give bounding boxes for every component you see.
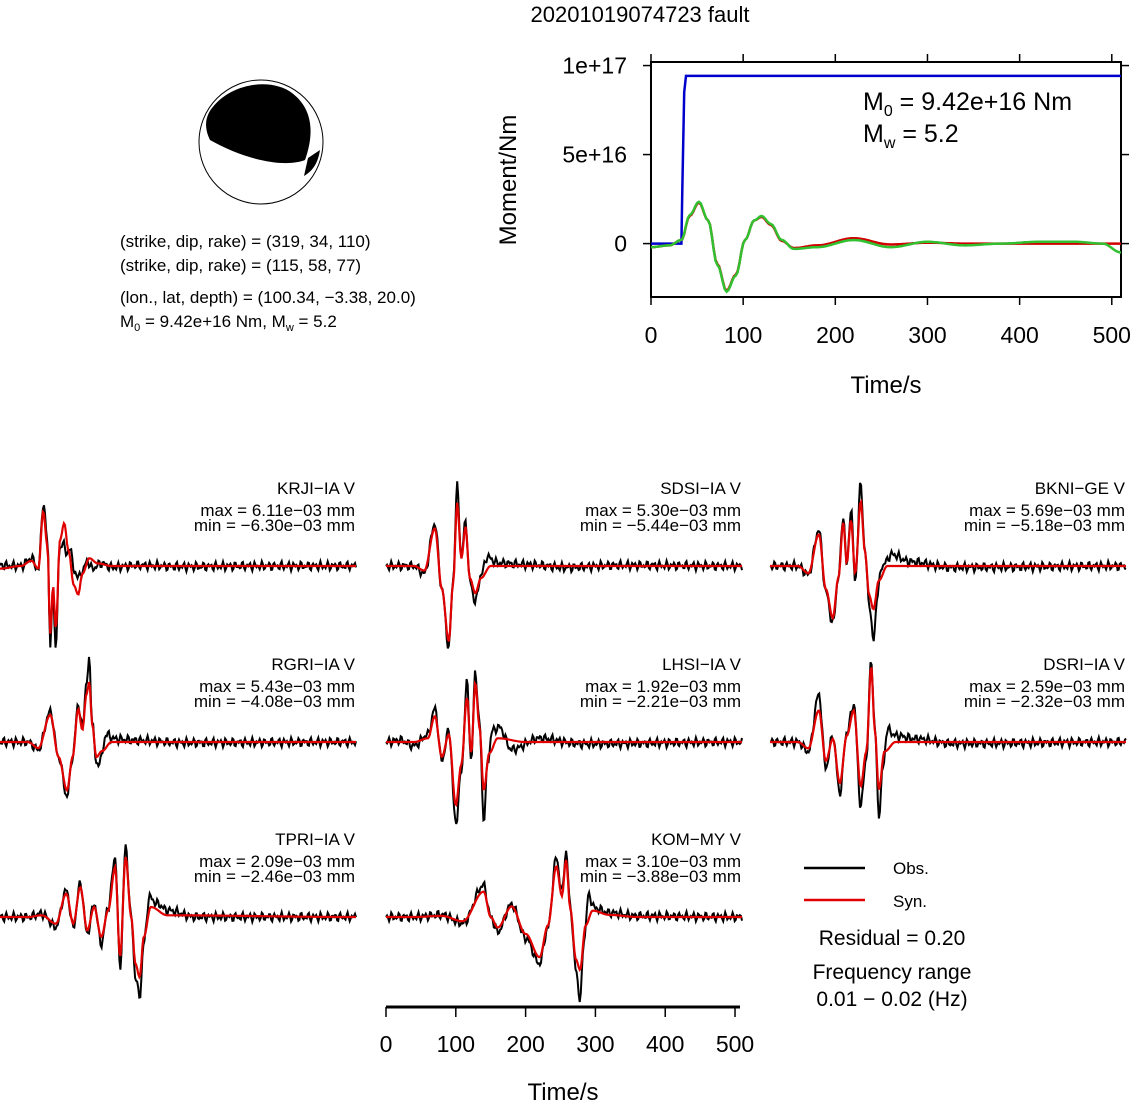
waveform-xtick-label: 100	[437, 1031, 475, 1057]
waveform-xlabel: Time/s	[527, 1079, 598, 1104]
waveform-time-axis: Time/s 0 100 200 300 400 500	[380, 1005, 754, 1104]
min-amplitude: min = −2.46e−03 mm	[194, 867, 355, 886]
station-label: DSRI−IA V	[1043, 655, 1125, 674]
moment-ytick-label: 1e+17	[562, 53, 627, 79]
moment-xtick-label: 0	[645, 322, 658, 348]
synthetic-trace	[770, 667, 1126, 790]
min-amplitude: min = −5.44e−03 mm	[580, 516, 741, 535]
station-label: TPRI−IA V	[275, 830, 355, 849]
max-amplitude: max = 1.92e−03 mm	[585, 677, 741, 696]
max-amplitude: max = 3.10e−03 mm	[585, 852, 741, 871]
min-amplitude: min = −2.21e−03 mm	[580, 692, 741, 711]
synthetic-trace	[386, 859, 742, 973]
station-label: RGRI−IA V	[271, 655, 355, 674]
moment-plot-frame	[650, 61, 1122, 298]
moment-xtick-label: 400	[1000, 322, 1038, 348]
max-amplitude: max = 5.43e−03 mm	[199, 677, 355, 696]
max-amplitude: max = 6.11e−03 mm	[200, 501, 355, 520]
moment-xlabel: Time/s	[850, 372, 921, 399]
moment-xtick-label: 300	[908, 322, 946, 348]
mw-annotation: Mw = 5.2	[863, 120, 959, 152]
stf-synthetic-line	[650, 200, 1122, 294]
waveform-xtick-label: 0	[380, 1031, 393, 1057]
max-amplitude: max = 5.30e−03 mm	[585, 501, 741, 520]
min-amplitude: min = −2.32e−03 mm	[964, 692, 1125, 711]
synthetic-trace	[0, 681, 356, 793]
waveform-xtick-label: 300	[576, 1031, 614, 1057]
min-amplitude: min = −4.08e−03 mm	[194, 692, 355, 711]
min-amplitude: min = −6.30e−03 mm	[194, 516, 355, 535]
max-amplitude: max = 2.09e−03 mm	[199, 852, 355, 871]
moment-ytick-label: 0	[614, 231, 627, 257]
legend-obs-label: Obs.	[893, 859, 929, 878]
synthetic-trace	[770, 498, 1126, 621]
nodal-plane-2: (strike, dip, rake) = (115, 58, 77)	[120, 256, 361, 275]
station-label: KRJI−IA V	[277, 479, 356, 498]
moment-rate-chart: 0 5e+16 1e+17 0 100 200 300 400 500 M0 = 9.42e+1…	[495, 53, 1131, 399]
synthetic-trace	[386, 502, 742, 642]
max-amplitude: max = 2.59e−03 mm	[969, 677, 1125, 696]
residual-label: Residual = 0.20	[819, 927, 966, 950]
moment-xtick-label: 200	[816, 322, 854, 348]
frequency-range-label: Frequency range	[813, 961, 972, 984]
station-label: KOM−MY V	[651, 830, 742, 849]
station-label: LHSI−IA V	[662, 655, 742, 674]
waveform-xtick-label: 200	[506, 1031, 544, 1057]
min-amplitude: min = −5.18e−03 mm	[964, 516, 1125, 535]
moment-xtick-label: 500	[1093, 322, 1131, 348]
waveform-xtick-label: 500	[716, 1031, 754, 1057]
station-label: SDSI−IA V	[660, 479, 741, 498]
legend-syn-label: Syn.	[893, 892, 927, 911]
synthetic-trace	[0, 856, 356, 980]
min-amplitude: min = −3.88e−03 mm	[580, 867, 741, 886]
max-amplitude: max = 5.69e−03 mm	[969, 501, 1125, 520]
waveform-xtick-label: 400	[646, 1031, 684, 1057]
nodal-plane-1: (strike, dip, rake) = (319, 34, 110)	[120, 232, 371, 251]
event-location: (lon., lat, depth) = (100.34, −3.38, 20.…	[120, 288, 416, 307]
synthetic-trace	[386, 679, 742, 808]
moment-ylabel: Moment/Nm	[495, 115, 522, 246]
page-title: 20201019074723 fault	[531, 2, 750, 27]
m0-annotation: M0 = 9.42e+16 Nm	[863, 88, 1072, 120]
beachball-icon	[198, 79, 324, 205]
moment-xtick-label: 100	[724, 322, 762, 348]
moment-ytick-label: 5e+16	[562, 142, 627, 168]
station-label: BKNI−GE V	[1035, 479, 1126, 498]
moment-summary: M0 = 9.42e+16 Nm, Mw = 5.2	[120, 312, 337, 334]
synthetic-trace	[0, 509, 356, 634]
legend: Obs. Syn.	[804, 859, 929, 911]
frequency-range-value: 0.01 − 0.02 (Hz)	[816, 988, 967, 1011]
